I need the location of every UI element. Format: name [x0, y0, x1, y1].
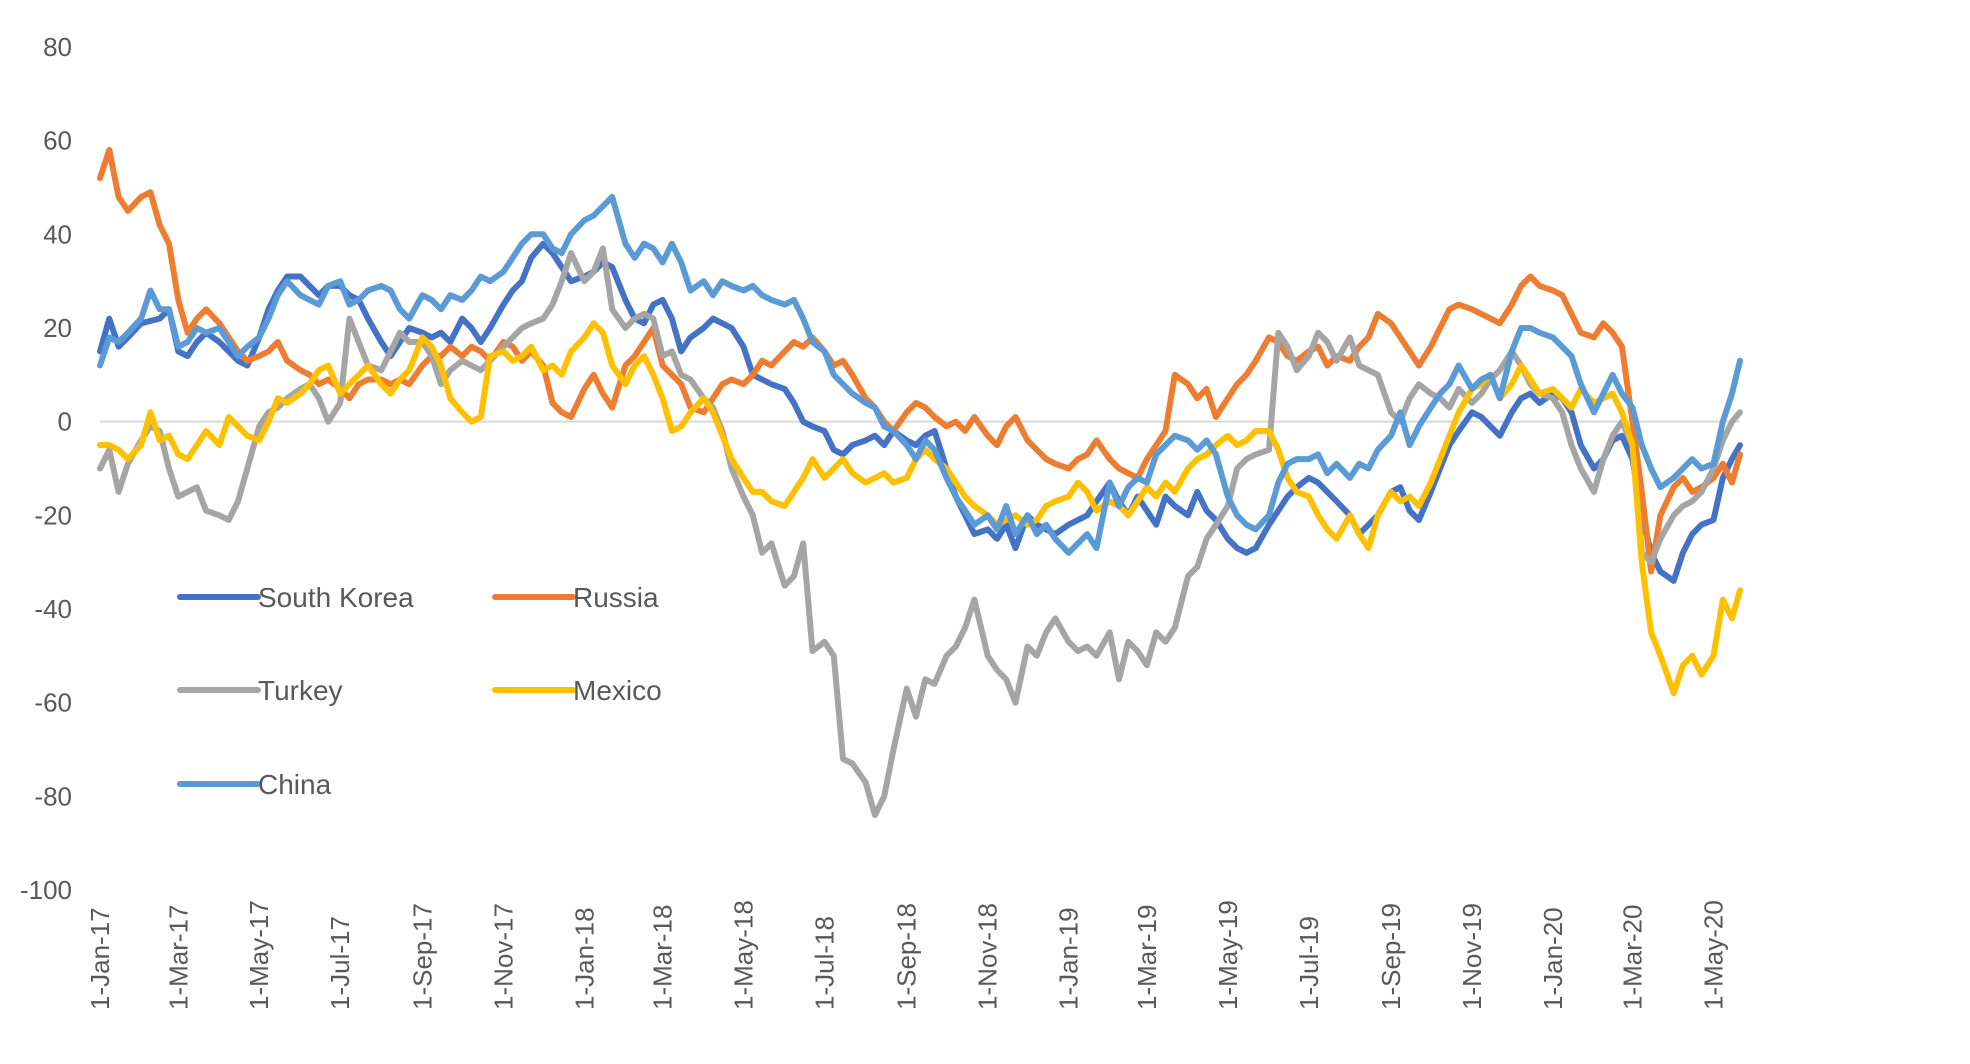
series-line-turkey [97, 245, 1743, 819]
x-tick-label: 1-May-19 [1213, 900, 1243, 1010]
x-tick-label: 1-Sep-17 [407, 903, 437, 1010]
x-tick-label: 1-Mar-18 [648, 905, 678, 1010]
x-tick-label: 1-Jul-18 [809, 916, 839, 1010]
legend-label-south-korea: South Korea [258, 582, 414, 613]
x-tick-label: 1-Mar-19 [1132, 905, 1162, 1010]
y-tick-label: -20 [34, 500, 72, 530]
series-lines [97, 147, 1743, 819]
x-tick-label: 1-Jan-18 [569, 907, 599, 1010]
y-axis-tick-labels: 80 60 40 20 0 -20 -40 -60 -80 -100 [20, 32, 72, 905]
legend: South Korea Russia Turkey Mexico China [177, 582, 662, 800]
x-tick-label: 1-Jan-19 [1054, 907, 1084, 1010]
x-axis-tick-labels: 1-Jan-17 1-Mar-17 1-May-17 1-Jul-17 1-Sep-17… [85, 900, 1728, 1010]
legend-label-russia: Russia [573, 582, 659, 613]
x-tick-label: 1-Mar-17 [163, 905, 193, 1010]
series-line-south-korea [97, 240, 1743, 584]
y-tick-label: 80 [43, 32, 72, 62]
x-tick-label: 1-Sep-19 [1376, 903, 1406, 1010]
legend-label-china: China [258, 769, 332, 800]
series-line-china [97, 193, 1743, 556]
series-line-russia [97, 147, 1743, 575]
legend-label-mexico: Mexico [573, 675, 662, 706]
x-tick-label: 1-Nov-17 [488, 903, 518, 1010]
y-tick-label: 0 [58, 407, 72, 437]
x-tick-label: 1-Mar-20 [1618, 905, 1648, 1010]
x-tick-label: 1-May-18 [729, 900, 759, 1010]
x-tick-label: 1-Nov-18 [973, 903, 1003, 1010]
y-tick-label: -60 [34, 688, 72, 718]
x-tick-label: 1-Jul-19 [1294, 916, 1324, 1010]
x-tick-label: 1-Jan-17 [85, 907, 115, 1010]
y-tick-label: -80 [34, 781, 72, 811]
y-tick-label: 20 [43, 313, 72, 343]
x-tick-label: 1-Nov-19 [1457, 903, 1487, 1010]
y-tick-label: -40 [34, 594, 72, 624]
x-tick-label: 1-Jan-20 [1538, 907, 1568, 1010]
y-tick-label: 40 [43, 219, 72, 249]
x-tick-label: 1-Sep-18 [892, 903, 922, 1010]
x-tick-label: 1-May-20 [1698, 900, 1728, 1010]
legend-label-turkey: Turkey [258, 675, 343, 706]
y-tick-label: -100 [20, 875, 72, 905]
x-tick-label: 1-Jul-17 [325, 916, 355, 1010]
y-tick-label: 60 [43, 126, 72, 156]
x-tick-label: 1-May-17 [244, 900, 274, 1010]
